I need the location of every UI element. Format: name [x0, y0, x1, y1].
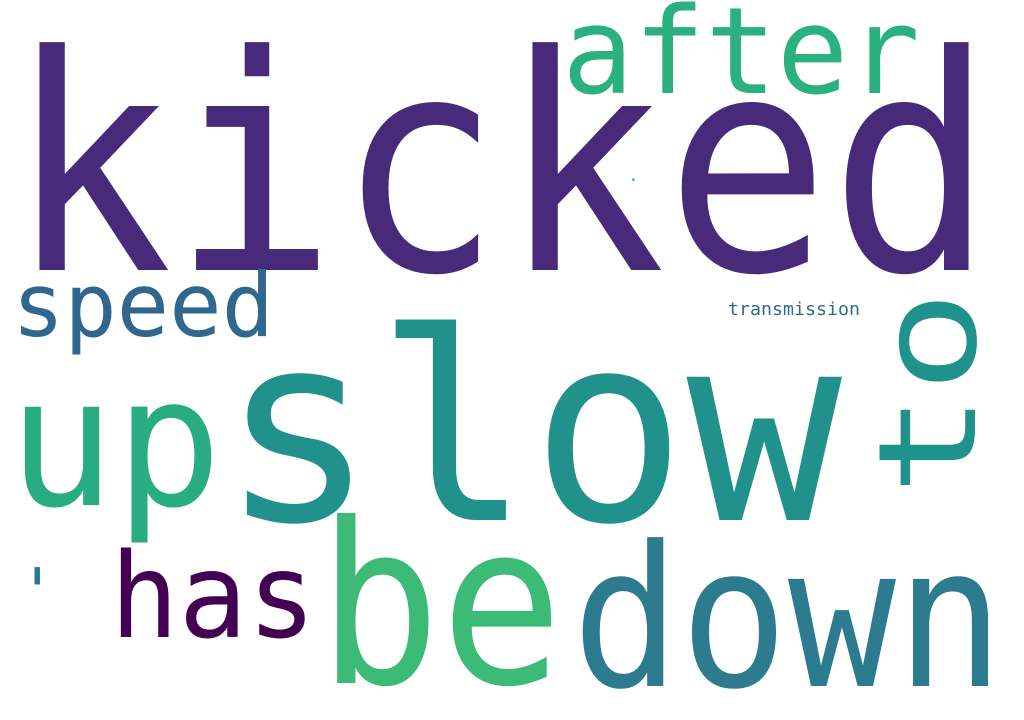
word-has: has [110, 527, 316, 665]
word-kicked: kicked [8, 0, 994, 341]
word-after: after [562, 0, 920, 122]
word-speed: speed [12, 254, 274, 357]
word-down: down [572, 505, 1004, 720]
word-to: to [850, 290, 1008, 496]
word-apostrophe: ' [18, 556, 57, 630]
word-dot: . [628, 165, 639, 186]
word-be: be [318, 475, 563, 720]
word-slow: slow [220, 277, 844, 582]
word-up: up [8, 339, 222, 548]
word-transmission: transmission [728, 299, 860, 320]
